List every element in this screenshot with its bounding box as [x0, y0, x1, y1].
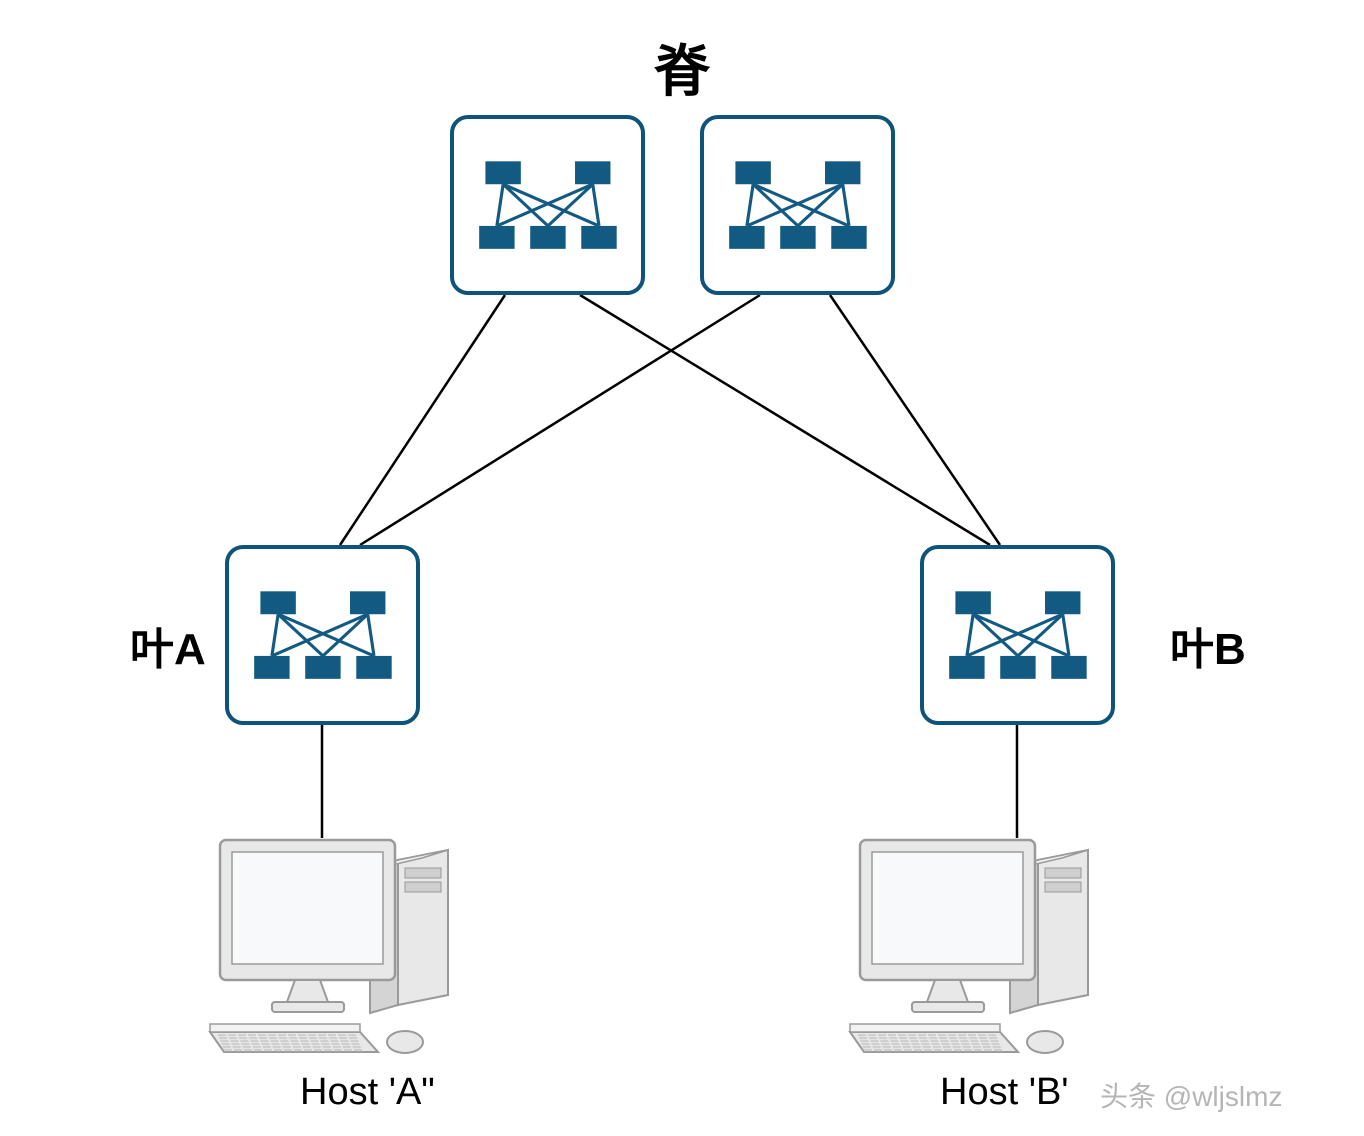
watermark-text: 头条 @wljslmz	[1100, 1075, 1282, 1115]
switch-icon	[250, 568, 396, 702]
switch-icon	[725, 138, 871, 272]
computer-icon	[840, 830, 1100, 1060]
spine-switch-2	[700, 115, 895, 295]
network-diagram: 脊 叶A 叶B	[0, 0, 1364, 1136]
host-a	[200, 830, 460, 1060]
edge-spine2-leaf1	[360, 295, 760, 545]
leaf-a-label: 叶A	[130, 613, 206, 677]
host-b	[840, 830, 1100, 1060]
switch-icon	[945, 568, 1091, 702]
switch-icon	[475, 138, 621, 272]
edge-spine2-leaf2	[830, 295, 1000, 545]
leaf-b-label: 叶B	[1170, 613, 1246, 677]
host-a-label: Host 'A"	[300, 1071, 435, 1114]
spine-switch-1	[450, 115, 645, 295]
edge-spine1-leaf1	[340, 295, 505, 545]
leaf-switch-b	[920, 545, 1115, 725]
leaf-switch-a	[225, 545, 420, 725]
spine-label: 脊	[0, 27, 1364, 108]
host-b-label: Host 'B'	[940, 1071, 1069, 1114]
computer-icon	[200, 830, 460, 1060]
edge-spine1-leaf2	[580, 295, 990, 545]
